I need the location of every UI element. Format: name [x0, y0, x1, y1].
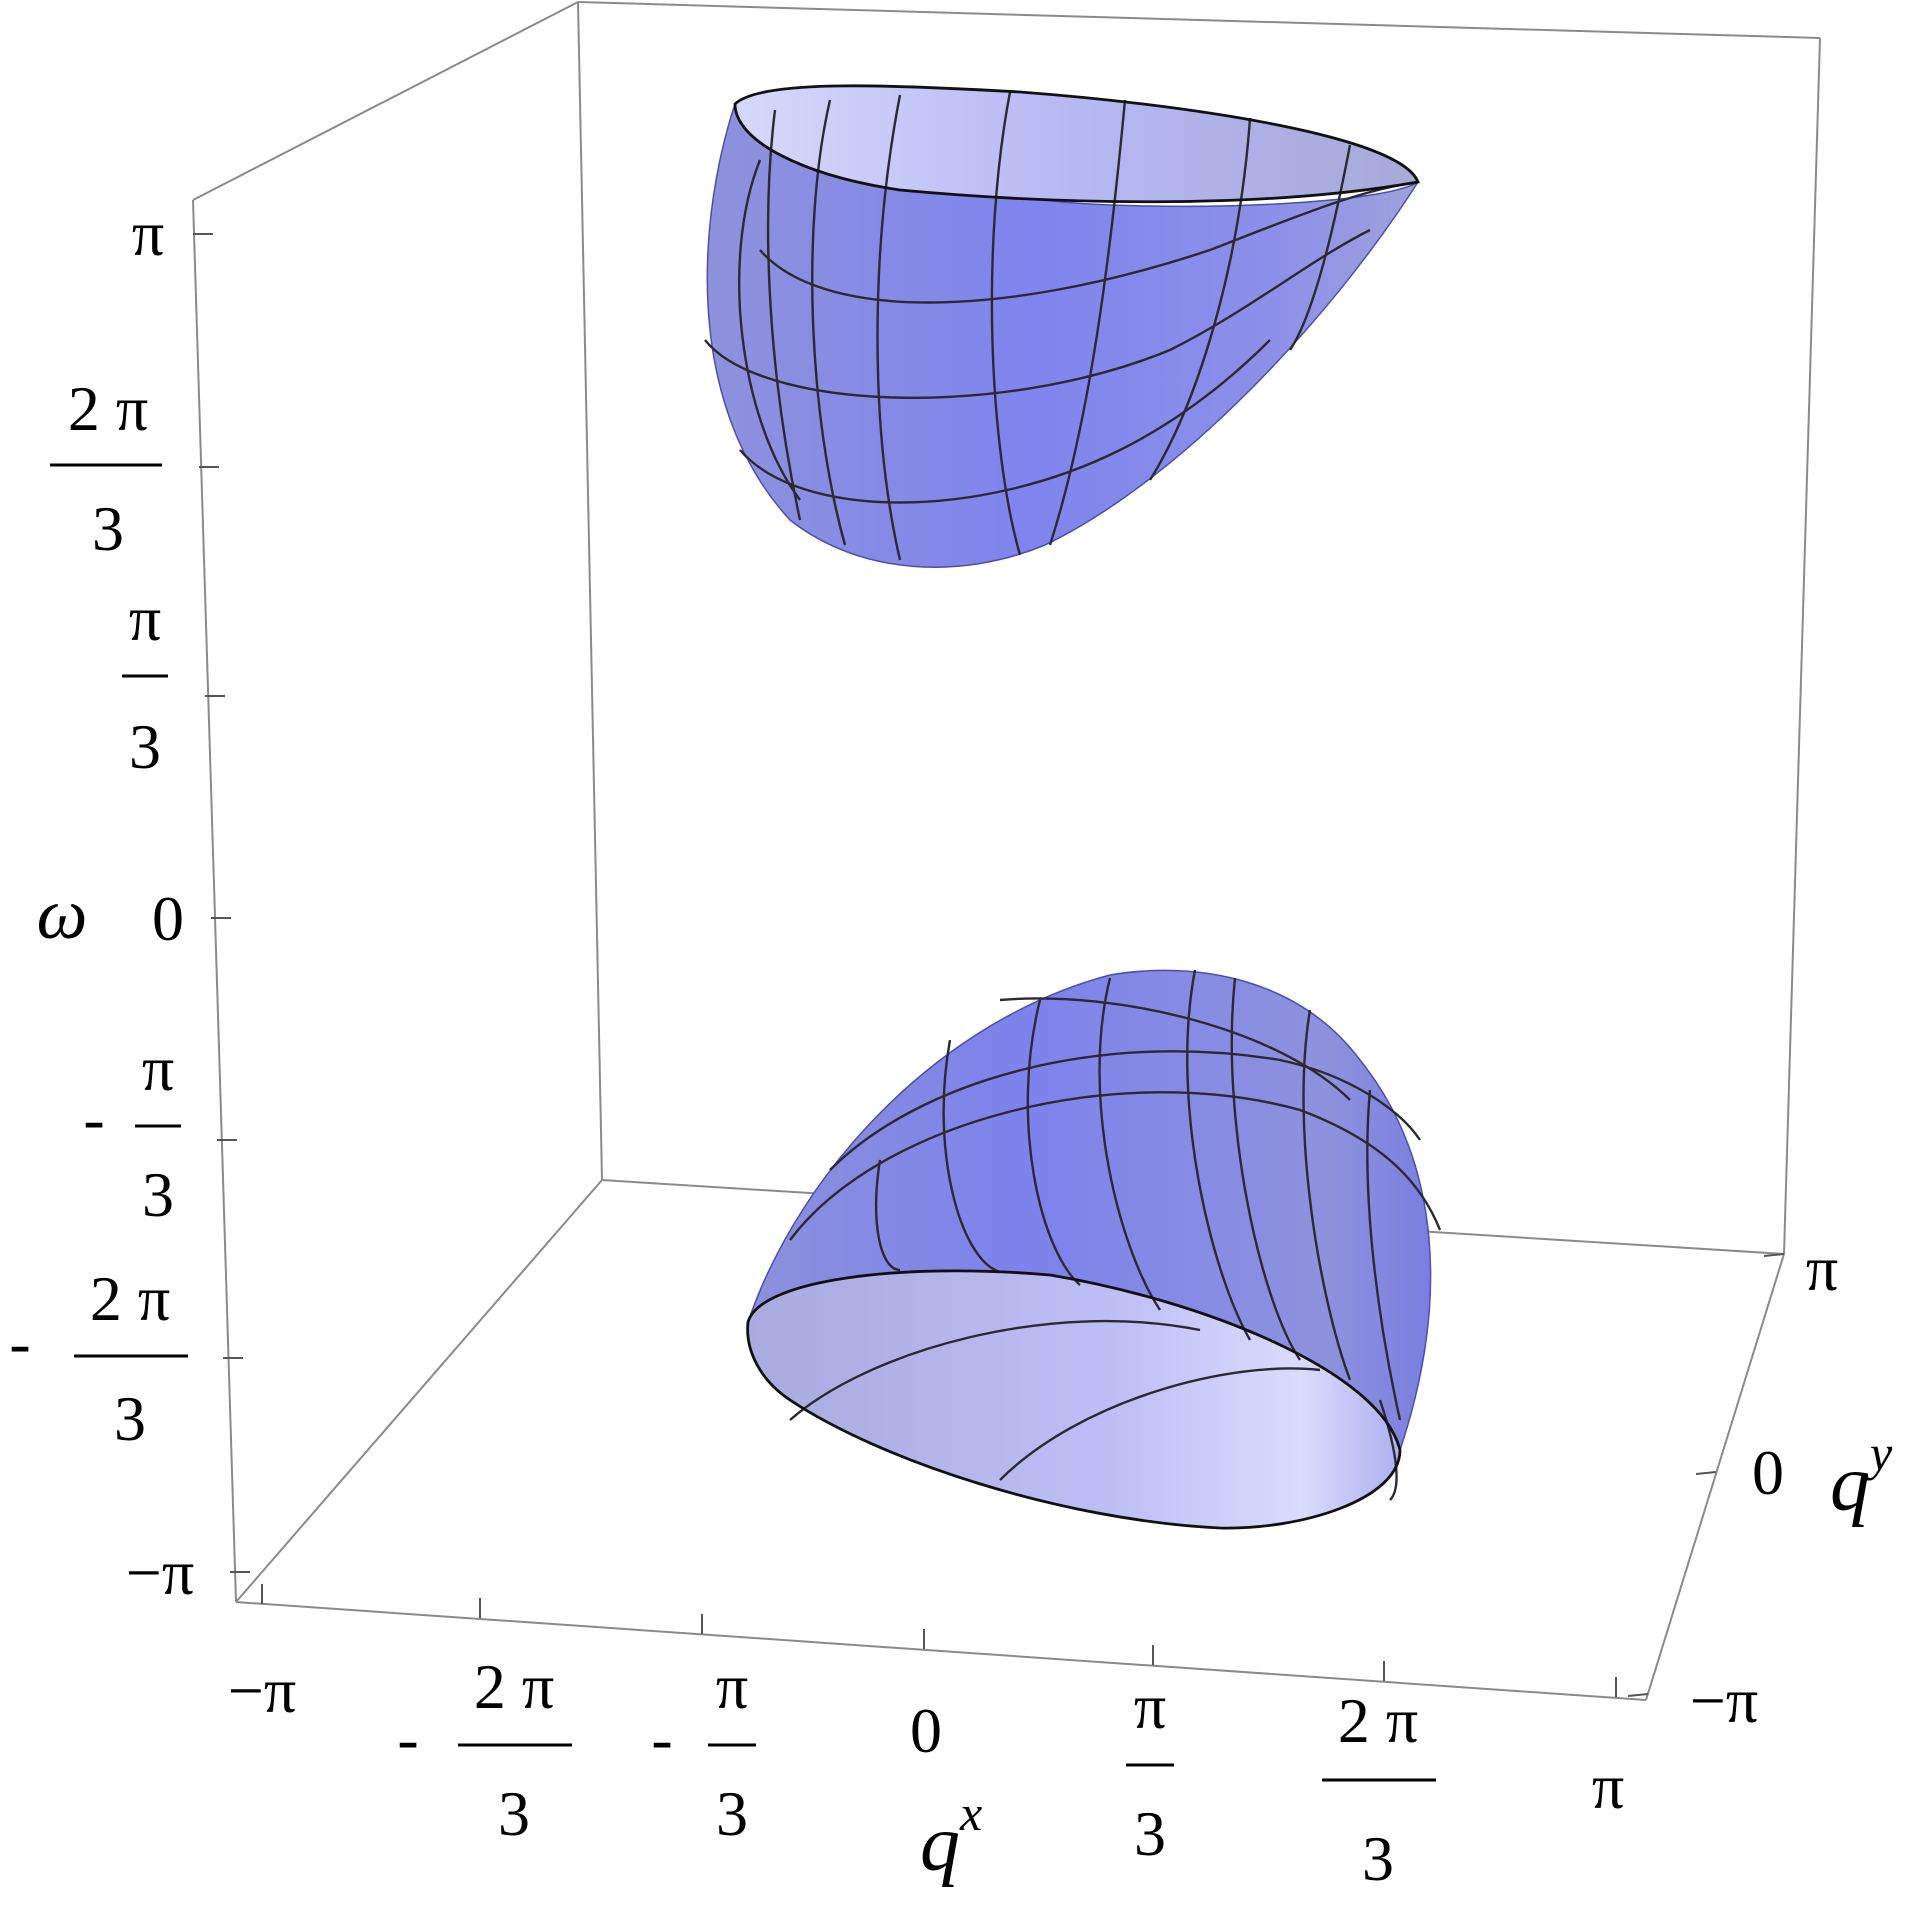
y-axis-tick-labels: −π 0 π — [1690, 1233, 1838, 1736]
x-tick-label-neg-pi3-sign: - — [651, 1703, 672, 1774]
z-tick-label-pi3-num: π — [129, 583, 161, 654]
x-tick-label-2pi3-den: 3 — [1362, 1823, 1394, 1894]
lower-band-inner — [747, 1270, 1400, 1529]
z-tick-label-neg-2pi3-den: 3 — [114, 1383, 146, 1454]
lower-band-surface — [746, 969, 1442, 1530]
y-tick-label-0: 0 — [1752, 1437, 1784, 1508]
upper-band-inner — [735, 85, 1418, 202]
z-axis-label: ω — [37, 874, 88, 954]
y-tick-pi — [1763, 1253, 1785, 1257]
x-tick-label-neg-2pi3-num: 2 π — [474, 1651, 554, 1722]
z-axis-tick-labels: π 2 π 3 π 3 0 - π 3 - 2 π 3 −π — [9, 198, 194, 1608]
x-tick-label-pi: π — [1592, 1751, 1624, 1822]
z-tick-label-neg-pi3-sign: - — [83, 1083, 104, 1154]
z-tick-label-2pi3-den: 3 — [92, 493, 124, 564]
tick-marks — [193, 233, 1785, 1697]
z-tick-label-0: 0 — [152, 883, 184, 954]
y-axis-label-sup: y — [1865, 1425, 1893, 1481]
x-tick-label-0: 0 — [910, 1695, 942, 1766]
x-tick-label-neg-pi3-den: 3 — [716, 1778, 748, 1849]
z-tick-label-neg-pi: −π — [126, 1537, 194, 1608]
upper-band-surface — [704, 84, 1420, 568]
z-tick-label-neg-2pi3-num: 2 π — [90, 1263, 170, 1334]
z-tick-label-pi3-den: 3 — [129, 711, 161, 782]
y-tick-label-pi: π — [1806, 1233, 1838, 1304]
box-edge-left-vertical — [192, 199, 237, 1603]
box-edge-back-top-right — [577, 1, 1821, 39]
upper-band-rim — [733, 84, 1420, 204]
y-tick-0 — [1695, 1471, 1717, 1475]
x-tick-label-pi3-num: π — [1134, 1671, 1166, 1742]
lower-band-rim — [746, 1269, 1402, 1530]
box-edge-floor-right — [1645, 1253, 1785, 1701]
box-edge-floor-left — [235, 1179, 603, 1603]
z-tick-label-pi: π — [132, 198, 164, 269]
x-tick-label-neg-2pi3-den: 3 — [498, 1778, 530, 1849]
upper-band-mesh — [704, 91, 1419, 561]
z-tick-label-neg-2pi3-sign: - — [9, 1307, 30, 1378]
z-tick-label-2pi3-num: 2 π — [68, 373, 148, 444]
x-axis-tick-labels: −π - 2 π 3 - π 3 0 π 3 2 π 3 π — [228, 1651, 1624, 1894]
lower-band-mesh — [789, 969, 1442, 1501]
y-axis-label-base: q — [1830, 1440, 1870, 1528]
x-axis-label: qx — [920, 1785, 982, 1888]
box-edge-right-vertical — [1783, 37, 1821, 1255]
z-tick-label-neg-pi3-num: π — [142, 1033, 174, 1104]
x-tick-label-neg-pi: −π — [228, 1655, 296, 1726]
y-tick-neg-pi — [1627, 1693, 1649, 1697]
z-tick-label-neg-pi3-den: 3 — [142, 1159, 174, 1230]
x-tick-label-2pi3-num: 2 π — [1338, 1685, 1418, 1756]
x-tick-label-neg-2pi3-sign: - — [397, 1703, 418, 1774]
box-edge-floor-front — [235, 1601, 1647, 1701]
box-edge-back-top-left — [192, 1, 579, 201]
y-tick-label-neg-pi: −π — [1690, 1665, 1758, 1736]
x-tick-label-neg-pi3-num: π — [716, 1651, 748, 1722]
box-edge-back-vertical — [577, 1, 603, 1181]
y-axis-label: qy — [1830, 1425, 1893, 1528]
x-tick-label-pi3-den: 3 — [1134, 1798, 1166, 1869]
x-axis-label-sup: x — [959, 1785, 982, 1841]
x-axis-label-base: q — [920, 1800, 960, 1888]
